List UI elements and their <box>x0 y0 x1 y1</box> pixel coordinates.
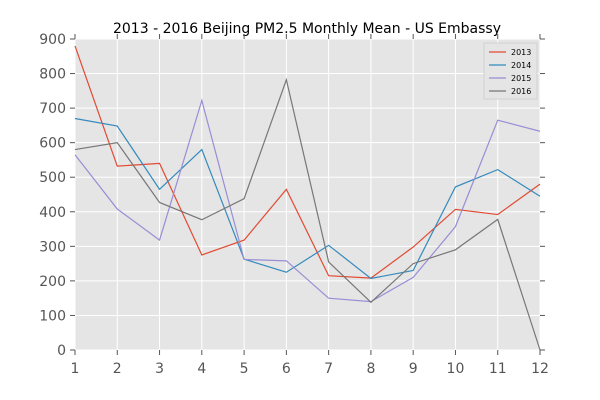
x-tick-label: 1 <box>71 361 80 377</box>
legend-label-2014: 2014 <box>511 61 531 70</box>
x-tick-label: 6 <box>282 361 291 377</box>
x-tick-label: 10 <box>447 361 465 377</box>
y-tick-label: 500 <box>39 170 66 186</box>
plot-background <box>75 39 540 350</box>
y-tick-label: 100 <box>39 308 66 324</box>
x-tick-label: 8 <box>366 361 375 377</box>
legend-label-2016: 2016 <box>511 87 531 96</box>
x-tick-label: 9 <box>409 361 418 377</box>
x-tick-label: 11 <box>489 361 507 377</box>
legend-label-2013: 2013 <box>511 48 531 57</box>
y-tick-label: 400 <box>39 205 66 221</box>
x-tick-label: 2 <box>113 361 122 377</box>
x-tick-label: 7 <box>324 361 333 377</box>
x-tick-label: 3 <box>155 361 164 377</box>
legend-label-2015: 2015 <box>511 74 531 83</box>
y-tick-label: 600 <box>39 136 66 152</box>
y-tick-label: 0 <box>57 343 66 359</box>
x-tick-label: 5 <box>240 361 249 377</box>
y-tick-label: 800 <box>39 67 66 83</box>
series-line-2015 <box>74 98 541 303</box>
y-tick-label: 200 <box>39 274 66 290</box>
y-tick-label: 900 <box>39 32 66 48</box>
series-line-2016 <box>74 77 541 351</box>
series-line-2014 <box>74 117 541 280</box>
chart-title: 2013 - 2016 Beijing PM2.5 Monthly Mean -… <box>113 21 501 37</box>
x-tick-label: 4 <box>197 361 206 377</box>
y-tick-label: 700 <box>39 101 66 117</box>
y-tick-label: 300 <box>39 239 66 255</box>
x-tick-label: 12 <box>531 361 549 377</box>
